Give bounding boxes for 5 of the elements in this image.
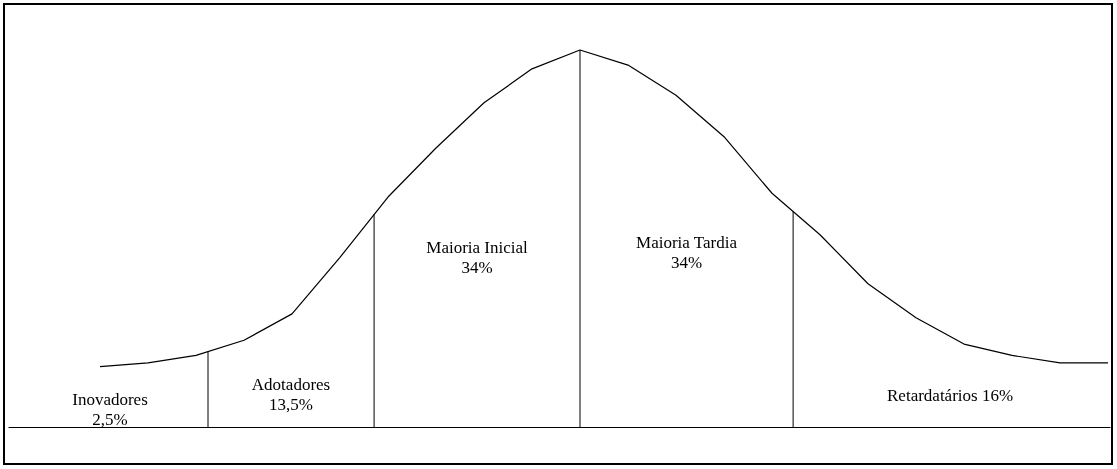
annotation: Maioria Tardia 34%	[636, 232, 738, 273]
annotation: Inovadores 2,5%	[72, 389, 148, 430]
annotation: Retardatários 16%	[887, 385, 1014, 405]
annotation: Maioria Inicial 34%	[426, 237, 529, 277]
annotation: Adotadores 13,5%	[251, 374, 331, 414]
